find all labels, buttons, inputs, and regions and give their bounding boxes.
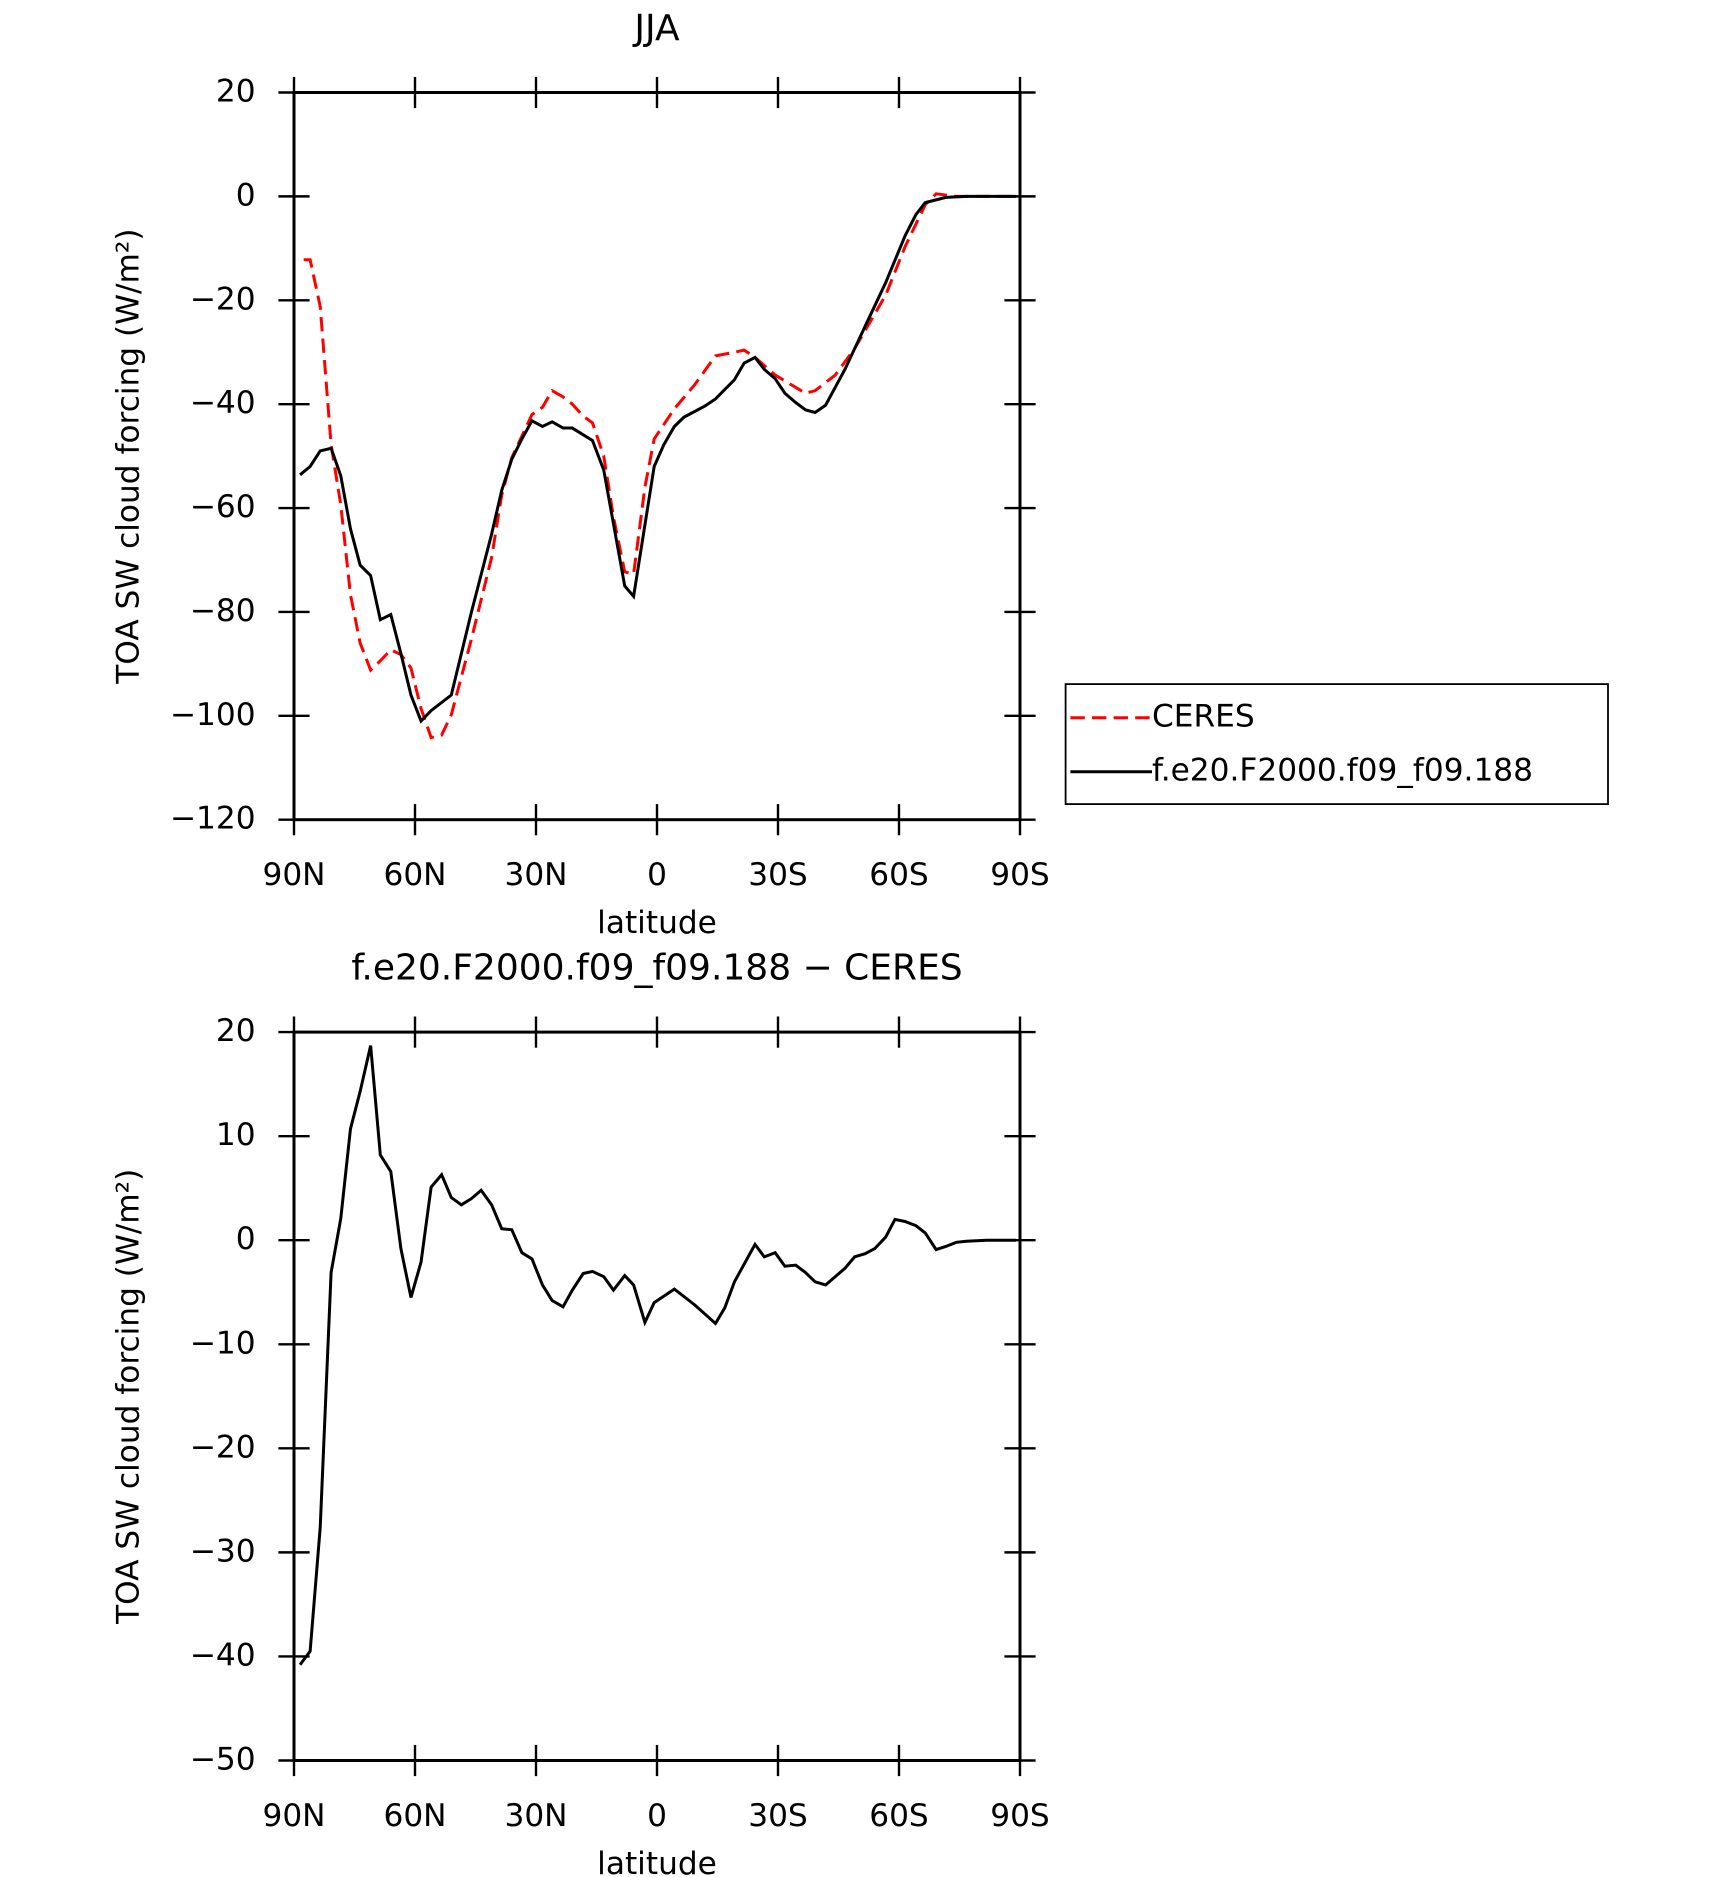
x-axis-label: latitude [597, 905, 717, 941]
series-line [298, 1045, 1016, 1666]
x-tick-label: 30S [748, 857, 807, 893]
x-tick-label: 30S [748, 1798, 807, 1834]
y-tick-label: 0 [236, 1221, 256, 1257]
x-tick-label: 0 [647, 1798, 667, 1834]
y-tick-label: −10 [190, 1325, 256, 1361]
x-tick-label: 90N [262, 1798, 325, 1834]
y-tick-label: −20 [190, 1429, 256, 1465]
x-tick-label: 30N [504, 1798, 567, 1834]
y-tick-label: 20 [216, 1013, 256, 1049]
x-tick-label: 90N [262, 857, 325, 893]
x-tick-label: 90S [990, 1798, 1049, 1834]
y-tick-label: −100 [170, 697, 256, 733]
plot-frame [292, 1030, 1022, 1763]
y-tick-label: −20 [190, 281, 256, 317]
x-tick-label: 60S [869, 857, 928, 893]
x-tick-label: 60S [869, 1798, 928, 1834]
series-line [303, 192, 1016, 740]
series-line [299, 194, 1016, 724]
y-tick-label: 20 [216, 74, 256, 110]
legend-box [1064, 683, 1609, 805]
y-tick-label: −40 [190, 385, 256, 421]
y-axis-label: TOA SW cloud forcing (W/m²) [111, 1169, 147, 1625]
x-tick-label: 0 [647, 857, 667, 893]
chart-title: JJA [632, 8, 680, 49]
y-axis-label: TOA SW cloud forcing (W/m²) [111, 228, 147, 684]
y-tick-label: −120 [170, 801, 256, 837]
legend-label: CERES [1152, 699, 1255, 735]
x-tick-label: 90S [990, 857, 1049, 893]
y-tick-label: −80 [190, 593, 256, 629]
y-tick-label: −30 [190, 1533, 256, 1569]
x-tick-label: 60N [383, 1798, 446, 1834]
legend-label: f.e20.F2000.f09_f09.188 [1152, 753, 1533, 789]
plot-frame [292, 91, 1022, 822]
x-tick-label: 30N [504, 857, 567, 893]
x-axis-label: latitude [597, 1846, 717, 1877]
y-tick-label: −50 [190, 1742, 256, 1778]
chart-title: f.e20.F2000.f09_f09.188 − CERES [351, 948, 962, 989]
y-tick-label: −40 [190, 1637, 256, 1673]
y-tick-label: −60 [190, 489, 256, 525]
x-tick-label: 60N [383, 857, 446, 893]
y-tick-label: 0 [236, 177, 256, 213]
y-tick-label: 10 [216, 1117, 256, 1153]
